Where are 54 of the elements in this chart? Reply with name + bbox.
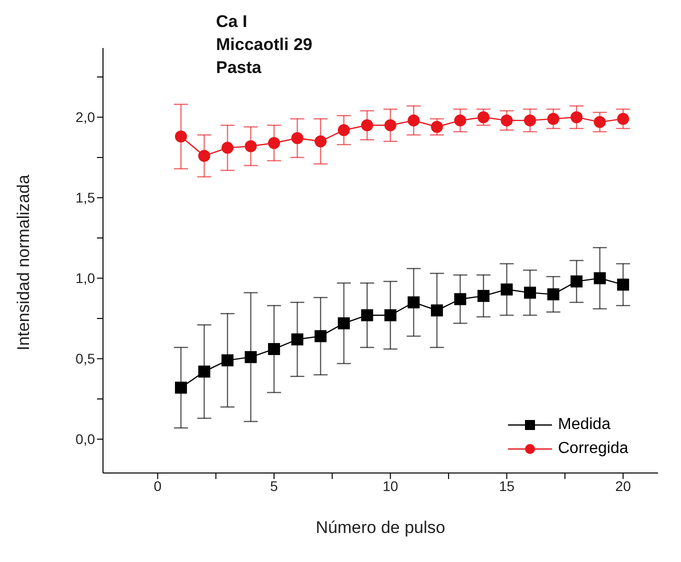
point (594, 272, 606, 284)
legend-label: Corregida (558, 440, 628, 458)
point (314, 330, 327, 342)
y-tick-label: 2,0 (76, 109, 96, 126)
point (570, 111, 583, 124)
y-axis-title: Intensidad normalizada (14, 174, 34, 350)
point (500, 114, 513, 126)
point (268, 343, 280, 356)
point (384, 119, 396, 132)
x-tick-label: 15 (498, 478, 515, 494)
x-tick-label: 0 (154, 478, 162, 494)
chart-title: Ca I Miccaotli 29 Pasta (216, 11, 312, 79)
point (174, 382, 187, 394)
point (198, 150, 210, 162)
point (617, 112, 630, 125)
legend-label: Medida (558, 416, 610, 434)
point (384, 309, 396, 322)
point (408, 114, 420, 126)
point (338, 317, 350, 330)
point (430, 304, 443, 316)
point (570, 275, 583, 288)
x-tick-label: 20 (615, 478, 632, 494)
point (291, 132, 304, 144)
point (594, 116, 606, 128)
point (314, 135, 327, 148)
point (524, 114, 536, 126)
point (244, 351, 257, 364)
y-tick-label: 0,0 (76, 431, 96, 448)
x-axis-title: Número de pulso (316, 518, 446, 537)
point (291, 333, 304, 346)
point (524, 286, 536, 299)
x-tick-label: 5 (270, 478, 278, 494)
point (617, 278, 630, 291)
point (547, 288, 560, 300)
point (500, 283, 513, 296)
point (547, 112, 560, 125)
point (430, 120, 443, 133)
point (221, 354, 234, 366)
point (408, 296, 420, 308)
point (454, 114, 466, 126)
point (361, 309, 374, 322)
point (268, 136, 280, 149)
point (361, 119, 374, 132)
point (477, 290, 490, 302)
y-tick-label: 1,5 (76, 190, 96, 206)
x-tick-label: 10 (382, 478, 398, 494)
point (454, 293, 466, 306)
point (174, 130, 187, 143)
point (244, 140, 257, 152)
point (198, 366, 210, 378)
point (338, 124, 350, 136)
point (221, 142, 234, 154)
y-tick-label: 0,5 (76, 350, 96, 367)
y-tick-label: 1,0 (76, 270, 96, 286)
